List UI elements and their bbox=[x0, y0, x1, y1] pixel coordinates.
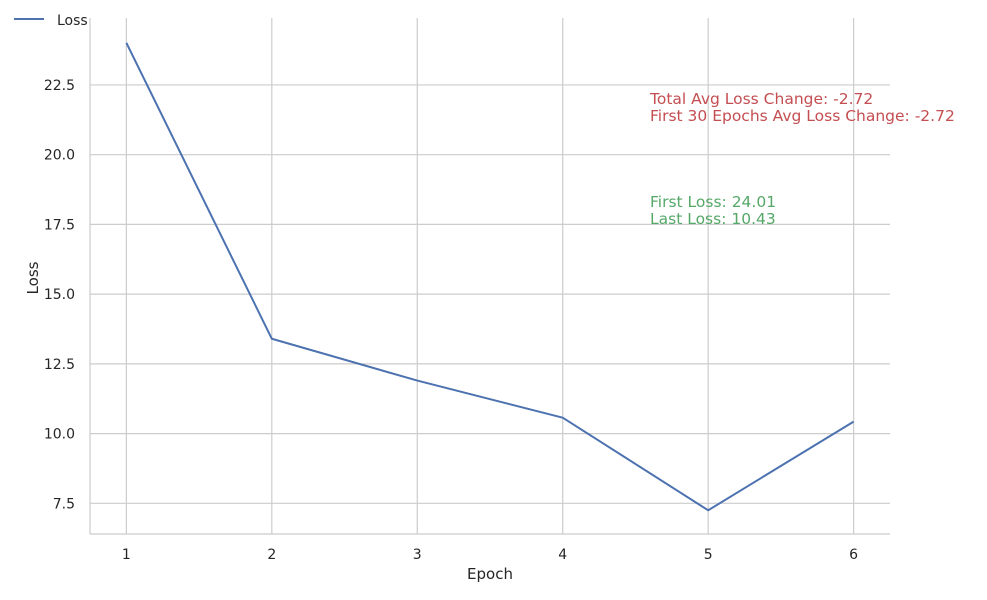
x-tick-label: 4 bbox=[558, 547, 567, 563]
annotations: Total Avg Loss Change: -2.72 First 30 Ep… bbox=[649, 90, 955, 228]
annotation-first-loss: First Loss: 24.01 bbox=[650, 193, 776, 211]
axes bbox=[89, 18, 890, 535]
y-tick-label: 20.0 bbox=[44, 148, 75, 164]
x-tick-label: 1 bbox=[122, 547, 131, 563]
y-tick-label: 7.5 bbox=[53, 496, 75, 512]
annotation-total-avg-change: Total Avg Loss Change: -2.72 bbox=[649, 90, 873, 108]
y-tick-label: 10.0 bbox=[44, 427, 75, 443]
annotation-first30-avg-change: First 30 Epochs Avg Loss Change: -2.72 bbox=[650, 107, 955, 125]
x-axis-label: Epoch bbox=[467, 565, 513, 583]
y-tick-label: 22.5 bbox=[44, 78, 75, 94]
x-tick-label: 6 bbox=[849, 547, 858, 563]
legend: Loss bbox=[14, 13, 88, 29]
y-tick-labels: 7.5 10.0 12.5 15.0 17.5 20.0 22.5 bbox=[44, 78, 75, 512]
x-tick-label: 3 bbox=[413, 547, 422, 563]
y-axis-label: Loss bbox=[24, 261, 42, 294]
x-tick-label: 5 bbox=[704, 547, 713, 563]
legend-label-loss: Loss bbox=[57, 13, 88, 29]
x-tick-labels: 1 2 3 4 5 6 bbox=[122, 547, 858, 563]
y-tick-label: 15.0 bbox=[44, 287, 75, 303]
y-tick-label: 12.5 bbox=[44, 357, 75, 373]
annotation-last-loss: Last Loss: 10.43 bbox=[650, 210, 776, 228]
y-tick-label: 17.5 bbox=[44, 217, 75, 233]
series-line-loss bbox=[125, 42, 855, 512]
grid bbox=[90, 18, 890, 534]
x-tick-label: 2 bbox=[267, 547, 276, 563]
series bbox=[125, 42, 855, 512]
